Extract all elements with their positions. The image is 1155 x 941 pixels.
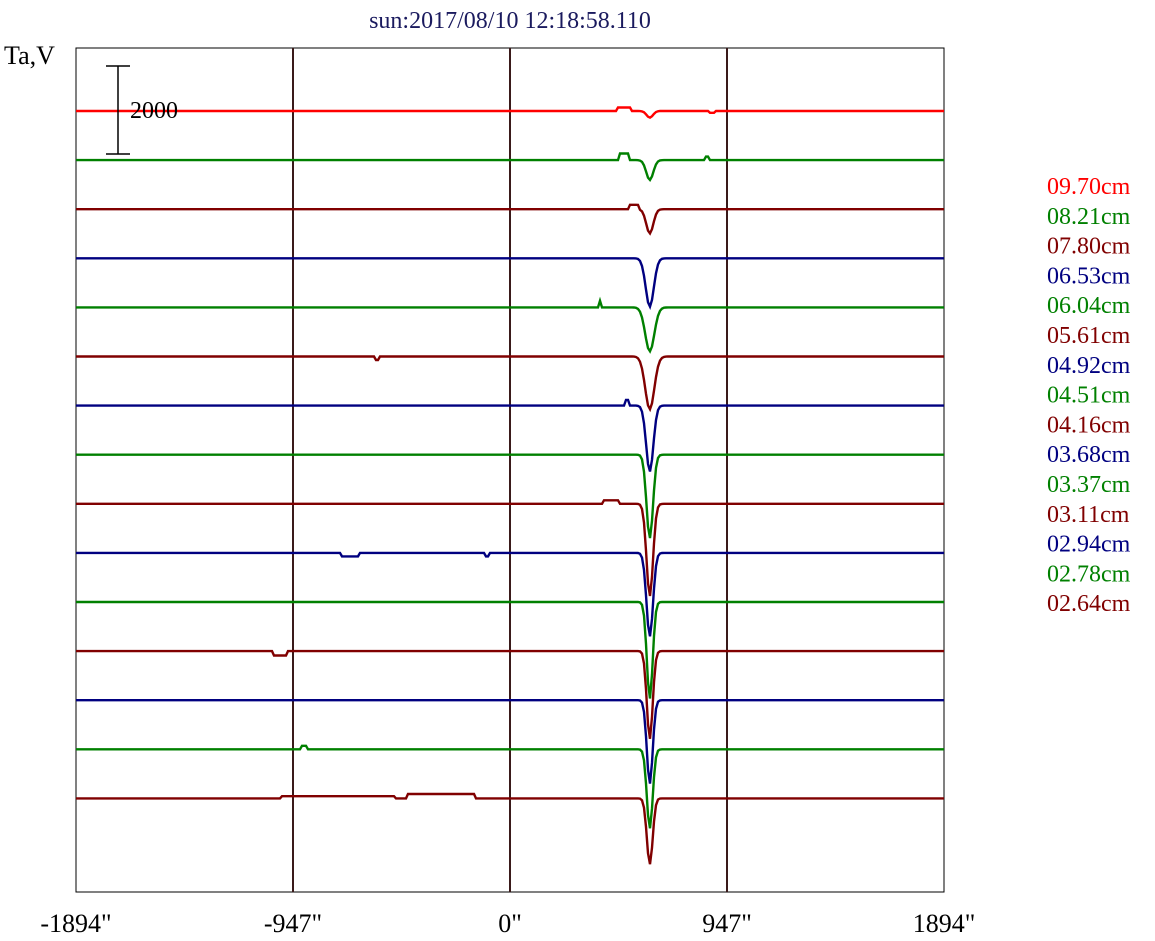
x-tick-label: -1894"	[40, 909, 111, 938]
trace-02.64cm	[76, 792, 944, 865]
trace-06.04cm	[76, 296, 944, 354]
trace-08.21cm	[76, 152, 944, 182]
legend-entry: 03.68cm	[1047, 442, 1131, 468]
legend: 09.70cm 08.21cm 07.80cm 06.53cm 06.04cm 05.61…	[1047, 174, 1131, 617]
vertical-guide-lines	[292, 48, 728, 892]
x-tick-label: 1894"	[913, 909, 976, 938]
y-axis-label: Ta,V	[4, 41, 55, 70]
scale-bar: 2000	[106, 65, 178, 155]
legend-entry: 04.16cm	[1047, 412, 1131, 438]
trace-02.94cm	[76, 699, 944, 784]
x-tick-label: 0"	[498, 909, 522, 938]
legend-entry: 04.51cm	[1047, 383, 1131, 409]
x-tick-labels: -1894" -947" 0" 947" 1894"	[40, 909, 975, 938]
trace-04.51cm	[76, 453, 944, 539]
legend-entry: 06.53cm	[1047, 263, 1131, 289]
trace-04.92cm	[76, 398, 944, 472]
legend-entry: 02.64cm	[1047, 591, 1131, 617]
x-tick-label: -947"	[264, 909, 322, 938]
trace-05.61cm	[76, 355, 944, 413]
trace-03.11cm	[76, 649, 944, 739]
legend-entry: 03.11cm	[1047, 502, 1130, 528]
scale-bar-label: 2000	[130, 98, 178, 124]
legend-entry: 07.80cm	[1047, 234, 1131, 260]
legend-entry: 06.04cm	[1047, 293, 1131, 319]
legend-entry: 09.70cm	[1047, 174, 1131, 200]
trace-07.80cm	[76, 203, 944, 236]
legend-entry: 05.61cm	[1047, 323, 1131, 349]
legend-entry: 08.21cm	[1047, 204, 1131, 230]
chart-title: sun:2017/08/10 12:18:58.110	[369, 8, 651, 34]
traces	[76, 106, 944, 865]
x-tick-label: 947"	[702, 909, 752, 938]
legend-entry: 02.78cm	[1047, 561, 1131, 587]
trace-02.78cm	[76, 744, 944, 829]
trace-06.53cm	[76, 257, 944, 310]
legend-entry: 03.37cm	[1047, 472, 1131, 498]
trace-09.70cm	[76, 106, 944, 119]
legend-entry: 04.92cm	[1047, 353, 1131, 379]
legend-entry: 02.94cm	[1047, 532, 1131, 558]
trace-03.37cm	[76, 600, 944, 699]
trace-03.68cm	[76, 551, 944, 637]
trace-04.16cm	[76, 499, 944, 597]
